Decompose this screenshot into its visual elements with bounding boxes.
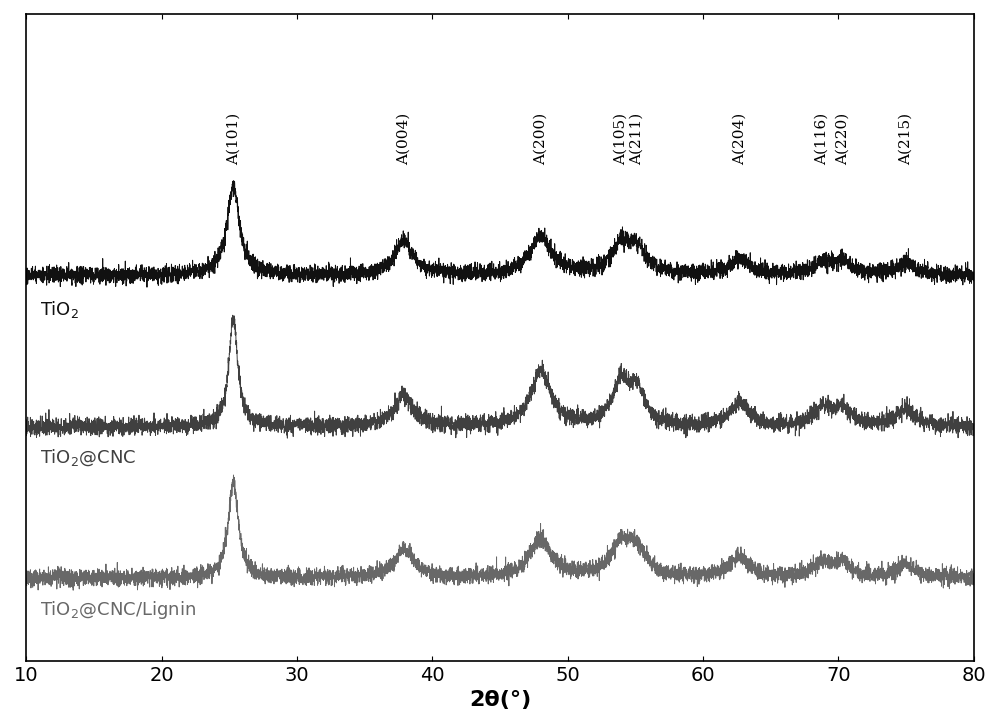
Text: TiO$_2$: TiO$_2$ (40, 300, 79, 321)
Text: A(101): A(101) (226, 113, 240, 165)
Text: TiO$_2$@CNC/Lignin: TiO$_2$@CNC/Lignin (40, 599, 196, 620)
Text: A(004): A(004) (397, 113, 411, 165)
Text: TiO$_2$@CNC: TiO$_2$@CNC (40, 447, 136, 468)
Text: A(204): A(204) (733, 113, 747, 165)
Text: A(200): A(200) (534, 113, 548, 165)
Text: A(116): A(116) (815, 113, 829, 165)
Text: A(105): A(105) (613, 113, 627, 165)
X-axis label: 2θ(°): 2θ(°) (469, 690, 531, 710)
Text: A(215): A(215) (899, 113, 913, 165)
Text: A(211): A(211) (630, 113, 644, 165)
Text: A(220): A(220) (835, 113, 849, 165)
